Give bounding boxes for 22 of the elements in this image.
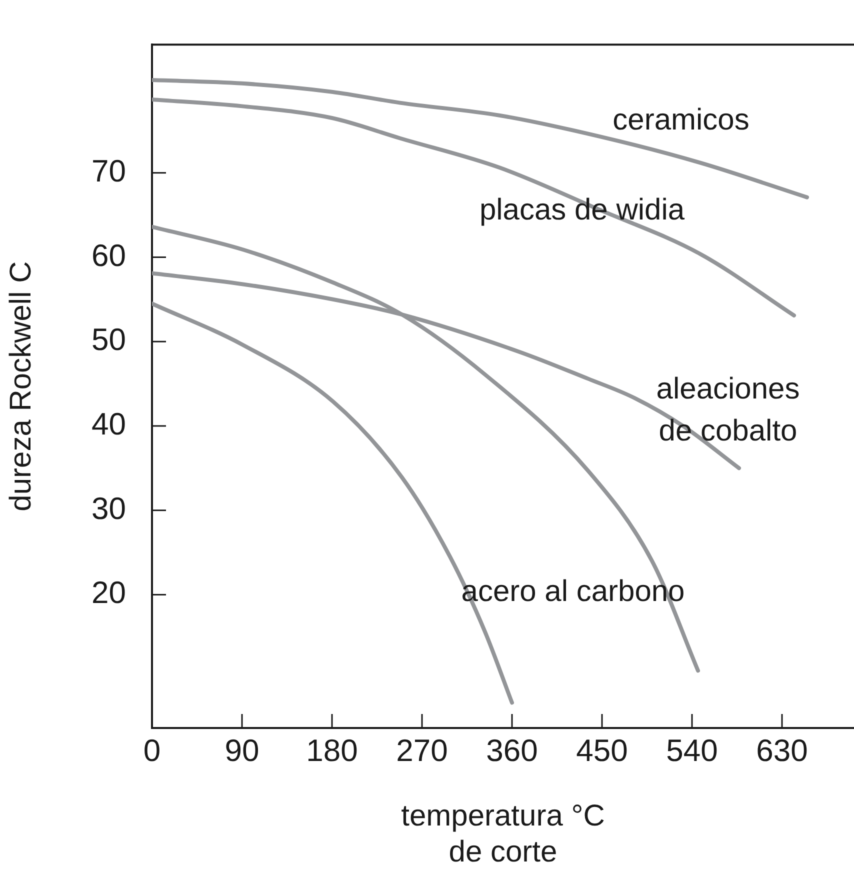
x-tick-label: 180 bbox=[306, 733, 358, 768]
x-tick-label: 450 bbox=[576, 733, 628, 768]
y-tick-label: 20 bbox=[92, 575, 126, 610]
y-tick-label: 40 bbox=[92, 406, 126, 442]
x-tick-label: 0 bbox=[143, 733, 161, 768]
x-axis-title: temperatura °C de corte bbox=[401, 799, 605, 868]
series-label: ceramicos bbox=[612, 104, 750, 137]
y-tick-label: 60 bbox=[92, 238, 126, 273]
x-tick-label: 630 bbox=[756, 733, 808, 768]
x-tick-label: 90 bbox=[224, 733, 260, 768]
line-series bbox=[152, 97, 796, 318]
series-label: placas de widia bbox=[479, 194, 685, 227]
series-label: aleaciones de cobalto bbox=[656, 372, 800, 448]
line-series bbox=[152, 78, 809, 200]
y-tick-label: 30 bbox=[92, 490, 126, 526]
series-label: acero al carbono bbox=[461, 574, 685, 608]
y-tick-label: 50 bbox=[92, 322, 126, 358]
y-axis-title: dureza Rockwell C bbox=[4, 261, 38, 512]
x-tick-label: 360 bbox=[486, 733, 538, 768]
x-tick-label: 270 bbox=[396, 733, 448, 768]
y-tick-label: 70 bbox=[92, 153, 126, 188]
x-tick-label: 540 bbox=[666, 733, 718, 768]
